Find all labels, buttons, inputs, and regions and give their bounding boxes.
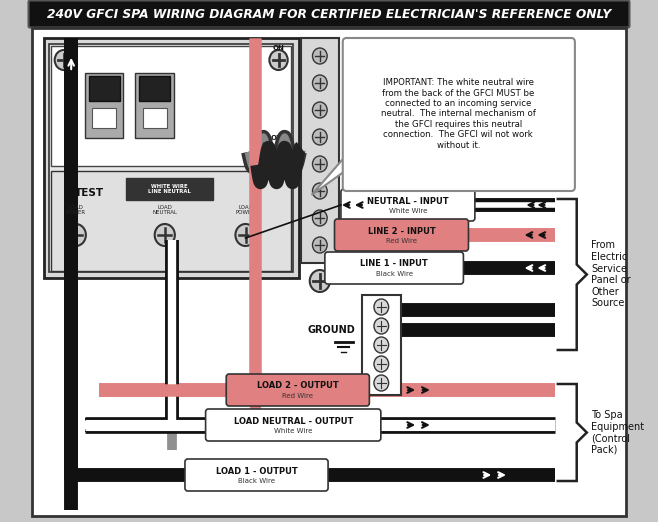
Text: OFF: OFF xyxy=(271,135,286,141)
Circle shape xyxy=(310,270,330,292)
Text: Black Wire: Black Wire xyxy=(238,478,275,484)
Circle shape xyxy=(313,210,327,226)
FancyBboxPatch shape xyxy=(51,171,291,271)
Text: To Spa
Equipment
(Control
Pack): To Spa Equipment (Control Pack) xyxy=(592,410,645,455)
Text: LOAD
NEUTRAL: LOAD NEUTRAL xyxy=(152,205,177,216)
FancyBboxPatch shape xyxy=(136,73,174,138)
Circle shape xyxy=(66,224,86,246)
Text: LOAD 1 - OUTPUT: LOAD 1 - OUTPUT xyxy=(216,467,297,476)
FancyBboxPatch shape xyxy=(343,38,575,191)
Circle shape xyxy=(374,299,389,315)
Text: LINE 2 - INPUT: LINE 2 - INPUT xyxy=(368,227,436,235)
Circle shape xyxy=(313,183,327,199)
FancyBboxPatch shape xyxy=(126,178,213,200)
Text: Red Wire: Red Wire xyxy=(386,238,417,244)
Circle shape xyxy=(269,50,288,70)
Polygon shape xyxy=(312,155,346,195)
Text: ON: ON xyxy=(272,45,284,51)
FancyBboxPatch shape xyxy=(139,76,170,101)
Text: White Wire: White Wire xyxy=(274,428,313,434)
Circle shape xyxy=(313,48,327,64)
FancyBboxPatch shape xyxy=(89,76,120,101)
FancyBboxPatch shape xyxy=(51,46,291,166)
FancyBboxPatch shape xyxy=(92,108,116,128)
FancyBboxPatch shape xyxy=(32,28,626,516)
FancyBboxPatch shape xyxy=(49,44,293,272)
Circle shape xyxy=(313,75,327,91)
Circle shape xyxy=(55,50,73,70)
FancyBboxPatch shape xyxy=(43,38,299,278)
FancyBboxPatch shape xyxy=(341,189,475,221)
Circle shape xyxy=(313,156,327,172)
Circle shape xyxy=(313,237,327,253)
FancyBboxPatch shape xyxy=(362,295,401,395)
Circle shape xyxy=(313,102,327,118)
FancyBboxPatch shape xyxy=(325,252,463,284)
Text: LOAD
POWER: LOAD POWER xyxy=(236,205,255,216)
Text: LOAD
POWER: LOAD POWER xyxy=(66,205,86,216)
FancyBboxPatch shape xyxy=(85,73,124,138)
Text: Black Wire: Black Wire xyxy=(376,271,413,277)
Text: NEUTRAL - INPUT: NEUTRAL - INPUT xyxy=(367,196,449,206)
Circle shape xyxy=(155,224,175,246)
FancyBboxPatch shape xyxy=(205,409,381,441)
Text: LINE 1 - INPUT: LINE 1 - INPUT xyxy=(361,259,428,268)
Text: White Wire: White Wire xyxy=(389,208,427,214)
Text: From
Electric
Service
Panel or
Other
Source: From Electric Service Panel or Other Sou… xyxy=(592,241,631,309)
Text: TEST: TEST xyxy=(75,188,104,198)
Text: GROUND: GROUND xyxy=(308,325,355,335)
FancyBboxPatch shape xyxy=(301,38,339,263)
Text: Red Wire: Red Wire xyxy=(282,393,313,399)
FancyBboxPatch shape xyxy=(61,177,118,209)
Text: 240V GFCI SPA WIRING DIAGRAM FOR CERTIFIED ELECTRICIAN'S REFERENCE ONLY: 240V GFCI SPA WIRING DIAGRAM FOR CERTIFI… xyxy=(47,7,611,20)
Circle shape xyxy=(374,337,389,353)
Text: LOAD 2 - OUTPUT: LOAD 2 - OUTPUT xyxy=(257,382,339,390)
FancyBboxPatch shape xyxy=(28,1,630,28)
Text: WHITE WIRE
LINE NEUTRAL: WHITE WIRE LINE NEUTRAL xyxy=(148,184,191,194)
Text: IMPORTANT: The white neutral wire
from the back of the GFCI MUST be
connected to: IMPORTANT: The white neutral wire from t… xyxy=(381,78,536,150)
FancyBboxPatch shape xyxy=(226,374,369,406)
FancyBboxPatch shape xyxy=(185,459,328,491)
FancyBboxPatch shape xyxy=(143,108,166,128)
Circle shape xyxy=(236,224,255,246)
Circle shape xyxy=(374,318,389,334)
Circle shape xyxy=(374,356,389,372)
FancyBboxPatch shape xyxy=(334,219,468,251)
Circle shape xyxy=(313,129,327,145)
Circle shape xyxy=(374,375,389,391)
Text: LOAD NEUTRAL - OUTPUT: LOAD NEUTRAL - OUTPUT xyxy=(234,417,353,425)
